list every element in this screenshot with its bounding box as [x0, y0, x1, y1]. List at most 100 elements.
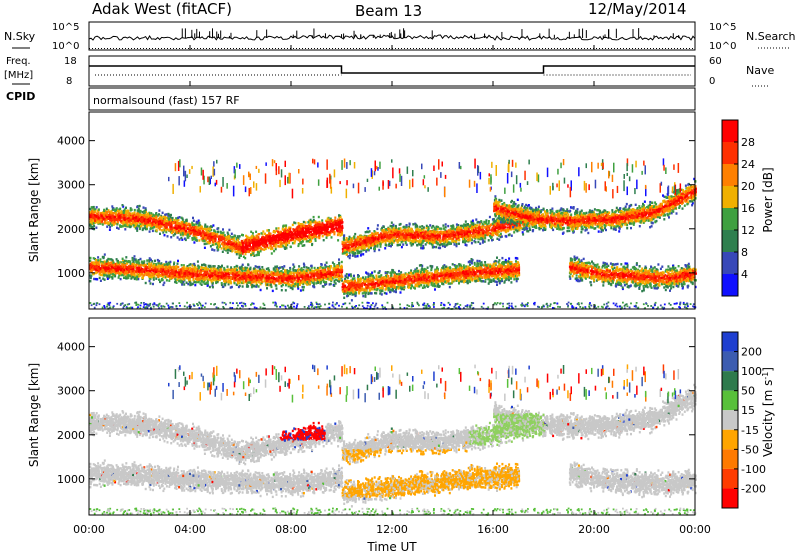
power-point [230, 247, 233, 250]
power-point [200, 266, 203, 269]
power-point [211, 274, 214, 278]
power-point [105, 218, 108, 221]
freq-label: Freq. [6, 56, 31, 67]
power-point [93, 224, 96, 228]
power-point [290, 233, 293, 236]
power-point [273, 249, 276, 253]
power-point [89, 280, 92, 283]
power-point [251, 277, 253, 280]
power-point [304, 234, 307, 238]
power-point [212, 224, 215, 227]
power-point [340, 233, 343, 236]
power-point [123, 218, 126, 222]
power-point [196, 260, 199, 263]
power-point [249, 249, 252, 252]
power-point [90, 206, 93, 209]
power-point [185, 222, 188, 225]
power-point [144, 227, 147, 231]
power-point [165, 213, 168, 216]
cpid-panel-frame [88, 87, 696, 111]
power-point [274, 241, 277, 244]
power-point [211, 248, 214, 251]
power-point [150, 221, 153, 225]
power-point [304, 227, 307, 230]
power-point [158, 259, 161, 263]
power-point [196, 221, 199, 224]
power-point [281, 227, 284, 231]
power-point [311, 242, 314, 246]
power-point [228, 248, 231, 252]
power-point [315, 236, 318, 239]
power-point [315, 234, 318, 237]
power-point [193, 232, 195, 236]
power-point [100, 212, 103, 215]
power-point [219, 238, 221, 241]
power-point [206, 225, 209, 229]
power-point [92, 205, 95, 209]
power-point [339, 220, 342, 223]
power-point [311, 269, 314, 272]
power-point [119, 277, 122, 281]
power-point [164, 267, 167, 271]
power-point [225, 238, 228, 242]
power-point [339, 214, 342, 218]
power-point [155, 213, 158, 216]
power-point [236, 238, 239, 242]
search-label: N.Search [746, 30, 796, 43]
power-point [145, 273, 148, 276]
power-point [334, 216, 337, 219]
power-point [174, 221, 177, 224]
power-point [89, 220, 92, 223]
power-point [279, 243, 282, 246]
power-point [192, 231, 195, 234]
power-point [114, 215, 116, 219]
power-point [219, 231, 222, 234]
power-point [264, 243, 267, 246]
power-point [313, 230, 316, 233]
power-point [170, 213, 172, 217]
power-point [309, 224, 312, 227]
power-point [205, 274, 207, 277]
power-point [288, 283, 290, 286]
power-point [297, 238, 300, 242]
power-point [269, 232, 272, 236]
power-point [145, 267, 148, 271]
power-point [152, 266, 155, 270]
power-point [245, 238, 247, 242]
power-point [300, 241, 303, 244]
power-point [170, 220, 172, 223]
power-point [188, 229, 191, 233]
power-point [173, 276, 176, 279]
power-point [111, 217, 114, 220]
power-point [207, 278, 210, 281]
power-point [208, 242, 211, 245]
power-point [99, 273, 102, 276]
power-point [289, 245, 292, 249]
power-point [335, 224, 338, 227]
power-point [217, 248, 220, 251]
power-point [234, 244, 237, 248]
power-point [206, 281, 209, 285]
power-point [161, 211, 164, 214]
power-point [112, 221, 115, 224]
power-point [137, 218, 140, 221]
power-point [208, 236, 211, 240]
power-point [209, 241, 212, 244]
power-point [127, 219, 130, 223]
power-point [198, 270, 201, 273]
power-point [186, 236, 189, 239]
power-point [310, 226, 313, 229]
power-point [137, 212, 140, 216]
power-point [104, 219, 107, 223]
power-point [192, 228, 195, 232]
power-point [300, 233, 303, 236]
power-point [127, 217, 130, 221]
power-point [225, 249, 228, 252]
power-point [178, 280, 181, 283]
power-point [263, 237, 266, 240]
power-point [139, 210, 142, 213]
power-point [294, 234, 297, 237]
power-point [302, 220, 305, 224]
power-point [286, 270, 289, 273]
power-point [112, 211, 114, 215]
